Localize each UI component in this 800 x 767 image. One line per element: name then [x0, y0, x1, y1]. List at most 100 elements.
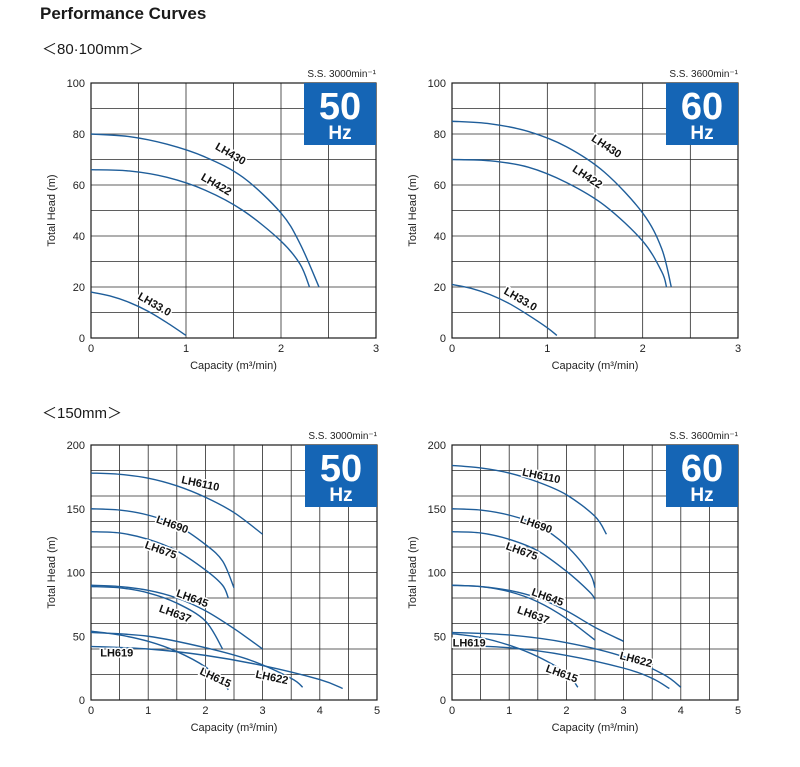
- frequency-badge: [666, 83, 738, 145]
- y-tick-label: 200: [67, 440, 85, 452]
- x-tick-label: 4: [678, 705, 684, 717]
- x-tick-label: 3: [621, 705, 627, 717]
- y-tick-label: 100: [428, 568, 446, 580]
- x-axis-label: Capacity (m³/min): [190, 360, 277, 372]
- x-tick-label: 0: [449, 705, 455, 717]
- y-tick-label: 50: [73, 631, 85, 643]
- y-tick-label: 40: [434, 231, 446, 243]
- x-tick-label: 0: [449, 343, 455, 355]
- curve-label-lh619: LH619: [100, 648, 133, 660]
- x-tick-label: 1: [544, 343, 550, 355]
- section-label-80-100mm: ＜80·100mm＞: [42, 41, 144, 58]
- x-tick-label: 0: [88, 705, 94, 717]
- plot-frame: [451, 444, 739, 701]
- y-tick-label: 80: [73, 129, 85, 141]
- curve-lh615: [90, 630, 229, 691]
- x-tick-label: 2: [278, 343, 284, 355]
- x-tick-label: 1: [183, 343, 189, 355]
- badge-frequency-number: 60: [681, 448, 723, 490]
- curve-lh422: [90, 169, 311, 288]
- y-tick-label: 0: [79, 333, 85, 345]
- curve-lh430: [451, 120, 672, 288]
- plot-frame: [90, 82, 377, 339]
- x-tick-label: 0: [88, 343, 94, 355]
- y-tick-label: 150: [428, 504, 446, 516]
- x-tick-label: 1: [506, 705, 512, 717]
- badge-frequency-unit: Hz: [329, 485, 352, 506]
- curve-lh422: [451, 158, 668, 288]
- x-tick-label: 1: [145, 705, 151, 717]
- curve-lh619: [451, 644, 670, 690]
- y-tick-label: 100: [67, 568, 85, 580]
- x-axis-label: Capacity (m³/min): [552, 360, 639, 372]
- y-axis-label: Total Head (m): [407, 536, 419, 608]
- y-tick-label: 60: [73, 180, 85, 192]
- y-tick-label: 40: [73, 231, 85, 243]
- x-tick-label: 3: [373, 343, 379, 355]
- badge-frequency-unit: Hz: [690, 123, 713, 144]
- y-tick-label: 60: [434, 180, 446, 192]
- x-axis-label: Capacity (m³/min): [191, 722, 278, 734]
- frequency-badge: [305, 445, 377, 507]
- y-tick-label: 0: [440, 695, 446, 707]
- curve-lh622: [451, 631, 682, 688]
- x-tick-label: 3: [735, 343, 741, 355]
- curve-label-lh615: LH615: [544, 663, 579, 686]
- badge-frequency-unit: Hz: [328, 123, 351, 144]
- x-tick-label: 3: [260, 705, 266, 717]
- curve-lh637: [90, 585, 224, 650]
- curve-label-lh645: LH645: [530, 586, 565, 609]
- speed-label: S.S. 3600min⁻¹: [669, 431, 738, 442]
- curve-lh690: [451, 508, 596, 589]
- y-tick-label: 20: [73, 282, 85, 294]
- x-tick-label: 4: [317, 705, 323, 717]
- y-tick-label: 80: [434, 129, 446, 141]
- curve-lh675: [90, 531, 229, 599]
- curve-lh690: [90, 508, 235, 589]
- x-tick-label: 2: [563, 705, 569, 717]
- y-tick-label: 0: [79, 695, 85, 707]
- curve-label-lh690: LH690: [518, 514, 553, 537]
- curve-label-lh619: LH619: [453, 637, 486, 649]
- x-tick-label: 5: [374, 705, 380, 717]
- curve-lh619: [90, 645, 343, 690]
- y-tick-label: 50: [434, 631, 446, 643]
- section-label-150mm: ＜150mm＞: [42, 405, 123, 422]
- page-title: Performance Curves: [40, 4, 207, 23]
- plot-frame: [451, 82, 739, 339]
- y-tick-label: 100: [67, 78, 85, 90]
- frequency-badge: [666, 445, 738, 507]
- speed-label: S.S. 3000min⁻¹: [308, 431, 377, 442]
- curve-lh430: [90, 133, 320, 288]
- y-axis-label: Total Head (m): [46, 536, 58, 608]
- x-tick-label: 2: [640, 343, 646, 355]
- curve-lh645: [90, 584, 264, 650]
- curve-lh637: [451, 584, 596, 641]
- x-tick-label: 5: [735, 705, 741, 717]
- y-tick-label: 20: [434, 282, 446, 294]
- x-axis-label: Capacity (m³/min): [552, 722, 639, 734]
- y-tick-label: 0: [440, 333, 446, 345]
- speed-label: S.S. 3600min⁻¹: [669, 69, 738, 80]
- y-tick-label: 100: [428, 78, 446, 90]
- curve-lh622: [90, 631, 304, 688]
- curve-lh615: [451, 633, 579, 688]
- y-tick-label: 150: [67, 504, 85, 516]
- plot-frame: [90, 444, 378, 701]
- badge-frequency-number: 50: [320, 448, 362, 490]
- curve-lh6110: [451, 464, 608, 535]
- curve-lh33-0: [90, 291, 187, 337]
- curve-lh6110: [90, 472, 264, 535]
- y-axis-label: Total Head (m): [407, 174, 419, 246]
- curve-lh675: [451, 531, 596, 600]
- y-axis-label: Total Head (m): [46, 174, 58, 246]
- curve-lh33-0: [451, 283, 558, 336]
- speed-label: S.S. 3000min⁻¹: [307, 69, 376, 80]
- frequency-badge: [304, 83, 376, 145]
- y-tick-label: 200: [428, 440, 446, 452]
- badge-frequency-unit: Hz: [690, 485, 713, 506]
